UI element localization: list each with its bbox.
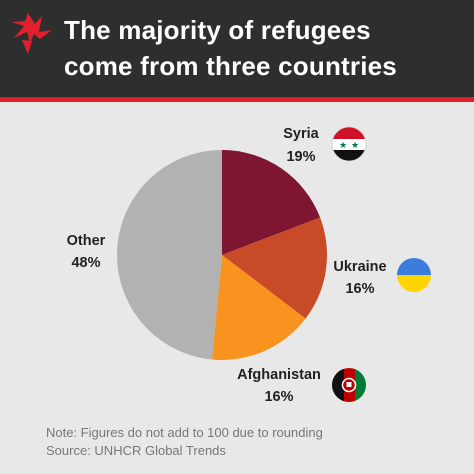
sbs-logo-icon bbox=[12, 13, 52, 54]
svg-text:★: ★ bbox=[339, 141, 347, 151]
source-text: Source: UNHCR Global Trends bbox=[46, 443, 226, 458]
slice-label-afghanistan-value: 16% bbox=[264, 389, 293, 405]
page-title: The majority of refugees come from three… bbox=[64, 12, 464, 84]
afghanistan-flag-icon bbox=[332, 368, 366, 402]
pie-chart: Syria 19% Ukraine 16% Afghanistan 16% Ot… bbox=[67, 126, 431, 405]
pie-slice-ukraine bbox=[222, 217, 328, 319]
ukraine-flag-icon bbox=[397, 258, 431, 292]
title-line-2: come from three countries bbox=[64, 51, 397, 81]
slice-label-other-value: 48% bbox=[71, 255, 100, 271]
syria-flag-icon: ★ ★ bbox=[331, 126, 367, 162]
header-bar: The majority of refugees come from three… bbox=[0, 0, 474, 97]
footnote: Note: Figures do not add to 100 due to r… bbox=[46, 424, 466, 460]
pie-slice-syria bbox=[222, 150, 321, 255]
slice-label-ukraine-value: 16% bbox=[345, 281, 374, 297]
svg-text:★: ★ bbox=[351, 141, 359, 151]
slice-label-other-name: Other bbox=[67, 233, 106, 249]
slice-label-ukraine-name: Ukraine bbox=[333, 259, 386, 275]
slice-label-syria-name: Syria bbox=[283, 126, 319, 142]
slice-label-afghanistan-name: Afghanistan bbox=[237, 367, 321, 383]
header-rule bbox=[0, 97, 474, 102]
pie-slice-other bbox=[117, 150, 222, 360]
pie-slices bbox=[117, 150, 328, 360]
slice-label-syria-value: 19% bbox=[286, 149, 315, 165]
title-line-1: The majority of refugees bbox=[64, 15, 371, 45]
pie-slice-afghanistan bbox=[212, 255, 306, 360]
note-text: Note: Figures do not add to 100 due to r… bbox=[46, 425, 323, 440]
